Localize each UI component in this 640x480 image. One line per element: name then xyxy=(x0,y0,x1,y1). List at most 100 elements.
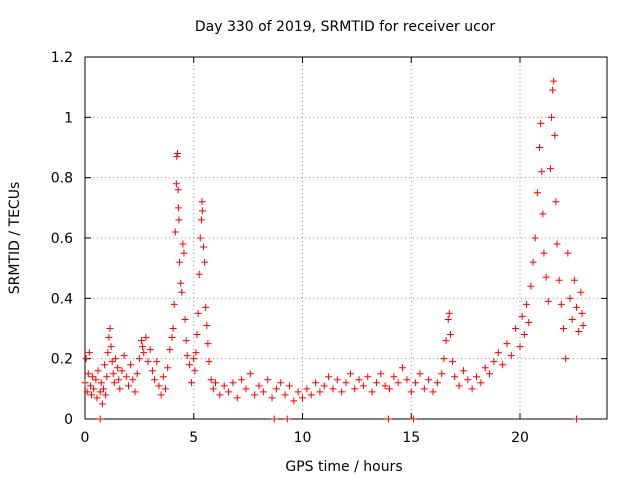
data-point xyxy=(177,279,185,287)
data-point xyxy=(127,361,135,369)
data-point xyxy=(433,379,441,387)
data-point xyxy=(195,270,203,278)
data-point xyxy=(268,394,276,402)
data-point xyxy=(536,144,544,151)
data-point xyxy=(96,415,104,423)
data-point xyxy=(390,373,398,381)
data-point xyxy=(557,300,565,308)
data-point xyxy=(473,373,480,381)
data-point xyxy=(359,382,367,390)
data-point xyxy=(200,243,208,251)
data-point xyxy=(464,376,472,384)
data-point xyxy=(449,358,457,366)
y-tick-label: 0.2 xyxy=(51,352,73,368)
data-point xyxy=(173,150,181,158)
data-point xyxy=(180,249,188,257)
data-point xyxy=(229,379,237,387)
data-point xyxy=(188,379,196,387)
data-point xyxy=(97,379,105,387)
data-point xyxy=(407,388,415,396)
data-point xyxy=(182,337,190,345)
data-point xyxy=(409,415,417,423)
data-point xyxy=(490,358,498,366)
data-point xyxy=(542,273,550,281)
data-point xyxy=(329,385,337,393)
data-point xyxy=(92,376,100,384)
data-point xyxy=(346,370,354,378)
data-point xyxy=(451,373,459,381)
data-point xyxy=(381,382,389,390)
data-point xyxy=(129,376,137,384)
data-point xyxy=(579,321,587,329)
data-point xyxy=(209,385,217,393)
data-point xyxy=(194,309,202,317)
axis-ticks: 0 0.2 0.4 0.6 0.8 1 1.2 0 5 10 15 20 xyxy=(51,50,607,446)
data-point xyxy=(386,385,393,393)
data-point xyxy=(251,391,259,399)
data-point xyxy=(84,370,92,378)
y-tick-label: 0.4 xyxy=(51,291,73,307)
data-point xyxy=(486,370,494,378)
data-point xyxy=(173,153,181,161)
data-point xyxy=(94,367,102,375)
data-point xyxy=(193,331,201,339)
data-point xyxy=(316,388,324,396)
data-point xyxy=(299,394,306,402)
data-point xyxy=(355,376,363,384)
data-point xyxy=(86,382,94,390)
data-point xyxy=(551,131,559,139)
data-point xyxy=(109,370,117,378)
data-point xyxy=(233,394,241,402)
y-tick-label: 1 xyxy=(64,110,73,126)
data-point xyxy=(110,379,118,387)
data-point xyxy=(198,207,206,215)
data-point xyxy=(538,168,546,176)
data-point xyxy=(429,388,437,396)
data-point xyxy=(442,337,450,345)
data-point xyxy=(111,355,119,363)
data-point xyxy=(277,379,285,387)
data-point xyxy=(420,385,428,393)
data-point xyxy=(562,355,570,363)
data-point xyxy=(116,385,124,393)
data-point xyxy=(174,186,182,194)
data-point xyxy=(88,391,96,399)
data-point xyxy=(294,388,302,396)
data-point xyxy=(83,388,91,396)
data-point xyxy=(108,358,116,366)
data-point xyxy=(570,276,578,284)
data-point xyxy=(516,343,524,351)
data-point xyxy=(120,352,128,360)
data-point xyxy=(549,86,557,94)
data-point xyxy=(103,373,111,381)
data-point xyxy=(146,346,154,354)
data-point xyxy=(104,349,112,357)
data-point xyxy=(89,373,97,381)
y-tick-label: 0.8 xyxy=(51,171,73,187)
data-point xyxy=(394,379,402,387)
data-point xyxy=(550,77,558,85)
data-point xyxy=(503,340,511,348)
data-point xyxy=(533,189,541,197)
data-point xyxy=(203,321,211,329)
data-point xyxy=(192,349,200,357)
data-point xyxy=(403,376,411,384)
data-point xyxy=(444,315,452,323)
data-point xyxy=(338,388,346,396)
data-point xyxy=(98,400,106,408)
data-point xyxy=(325,373,333,381)
data-point xyxy=(264,376,272,384)
data-point xyxy=(523,300,531,308)
data-point xyxy=(202,303,210,311)
grid-lines xyxy=(85,57,607,419)
data-point xyxy=(412,379,420,387)
data-point xyxy=(168,334,176,342)
data-point xyxy=(175,216,183,224)
data-point xyxy=(342,379,350,387)
data-point xyxy=(190,355,198,363)
data-points xyxy=(81,77,587,423)
data-point xyxy=(172,180,180,188)
data-point xyxy=(99,385,107,393)
data-point xyxy=(161,385,169,393)
data-point xyxy=(399,364,407,372)
